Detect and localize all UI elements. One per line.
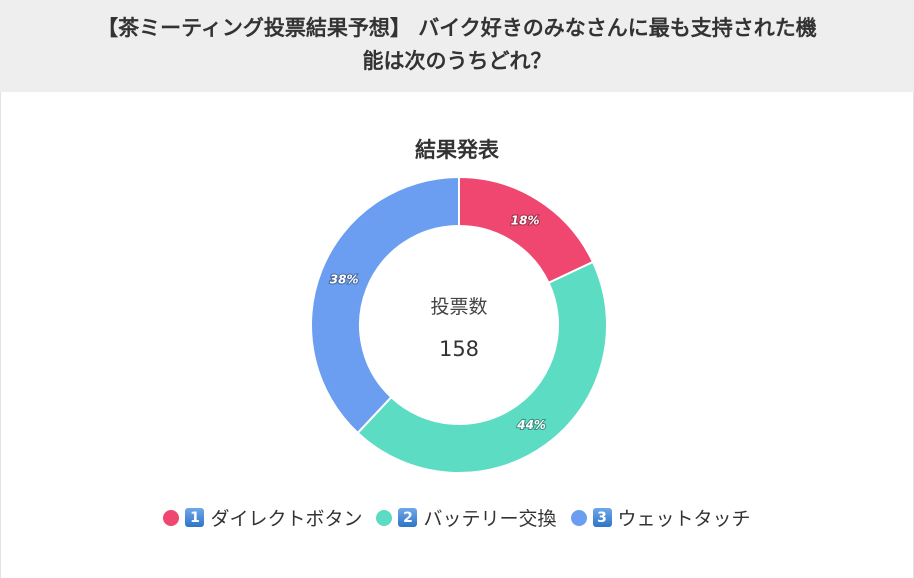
number-badge-icon: 2 xyxy=(398,508,418,527)
number-badge-icon: 1 xyxy=(185,508,205,527)
question-title-line-1: 【茶ミーティング投票結果予想】 バイク好きのみなさんに最も支持された機 xyxy=(97,16,817,40)
number-badge-icon: 3 xyxy=(592,508,612,527)
donut-slice-2[interactable] xyxy=(356,260,608,474)
slice-percent-label-2: 44% xyxy=(516,418,546,432)
chart-title: 結果発表 xyxy=(415,138,499,162)
legend-color-dot xyxy=(376,509,393,526)
total-votes-value: 158 xyxy=(438,337,480,361)
legend-item-3[interactable]: 3 ウェットタッチ xyxy=(570,504,751,531)
legend-color-dot xyxy=(163,509,180,526)
legend-color-dot xyxy=(570,509,587,526)
question-title-line-2: 能は次のうちどれ？ xyxy=(362,49,552,73)
legend-item-2[interactable]: 2 バッテリー交換 xyxy=(376,504,557,531)
question-header: 【茶ミーティング投票結果予想】 バイク好きのみなさんに最も支持された機 能は次の… xyxy=(0,0,914,92)
donut-slice-3[interactable] xyxy=(310,175,460,435)
legend-label: ダイレクトボタン xyxy=(210,508,363,530)
legend-label: ウェットタッチ xyxy=(617,508,751,530)
chart-legend: 1 ダイレクトボタン 2 バッテリー交換 3 ウェットタッチ xyxy=(0,504,914,531)
slice-percent-label-1: 18% xyxy=(511,214,540,228)
legend-item-1[interactable]: 1 ダイレクトボタン xyxy=(163,504,362,531)
legend-label: バッテリー交換 xyxy=(423,508,557,530)
donut-slice-1[interactable] xyxy=(458,175,595,285)
total-votes-label: 投票数 xyxy=(430,296,488,318)
slice-percent-label-3: 38% xyxy=(330,273,359,287)
